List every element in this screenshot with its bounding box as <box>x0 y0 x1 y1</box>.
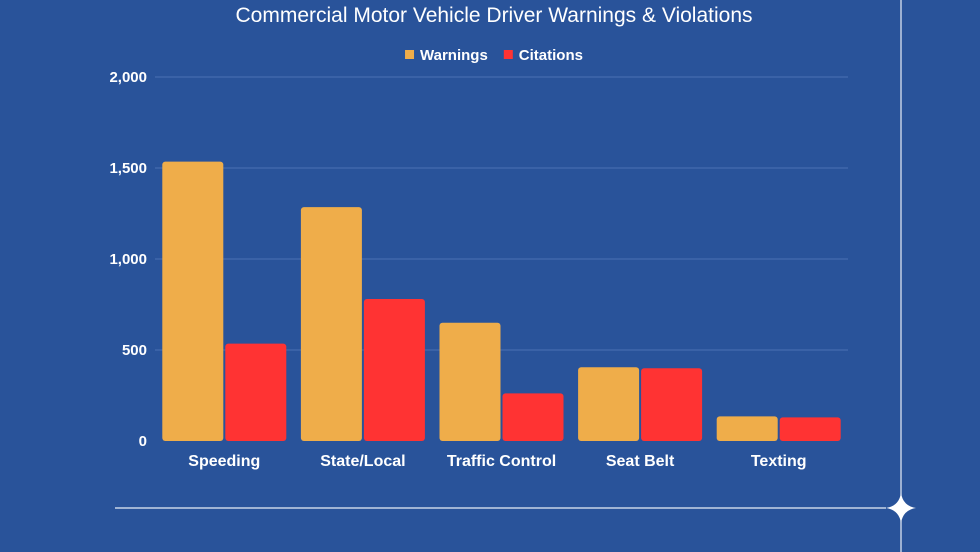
x-category-label: Texting <box>751 453 807 470</box>
bar-warnings-state-local <box>300 207 362 441</box>
legend-label: Warnings <box>420 47 488 64</box>
sparkle-icon <box>886 493 916 523</box>
y-axis-ticks: 0 500 1,000 1,500 2,000 <box>109 69 147 450</box>
x-category-label: Seat Belt <box>606 453 675 470</box>
bar-warnings-texting <box>716 416 778 441</box>
legend: Warnings Citations <box>405 47 583 64</box>
y-tick-label: 1,000 <box>109 251 147 268</box>
bar-citations-state-local <box>363 299 425 441</box>
y-tick-label: 500 <box>122 342 147 359</box>
chart-title: Commercial Motor Vehicle Driver Warnings… <box>235 4 752 27</box>
y-tick-label: 2,000 <box>109 69 147 86</box>
bar-citations-seat-belt <box>641 368 703 441</box>
bar-citations-traffic-control <box>502 393 564 441</box>
bars <box>162 161 841 441</box>
gridlines <box>155 76 848 351</box>
legend-item-citations: Citations <box>503 47 583 64</box>
bar-citations-texting <box>779 417 841 441</box>
x-category-label: State/Local <box>320 453 405 470</box>
bar-warnings-seat-belt <box>578 367 640 441</box>
legend-swatch <box>503 50 513 59</box>
bar-citations-speeding <box>225 343 287 441</box>
x-axis-labels: Speeding State/Local Traffic Control Seat B… <box>188 453 806 470</box>
x-category-label: Traffic Control <box>447 453 556 470</box>
legend-swatch <box>405 50 415 59</box>
legend-item-warnings: Warnings <box>405 47 488 64</box>
bar-warnings-speeding <box>162 161 224 441</box>
y-tick-label: 1,500 <box>109 160 147 177</box>
bar-warnings-traffic-control <box>439 322 501 441</box>
legend-label: Citations <box>519 47 583 64</box>
y-tick-label: 0 <box>139 433 147 450</box>
x-category-label: Speeding <box>188 453 260 470</box>
